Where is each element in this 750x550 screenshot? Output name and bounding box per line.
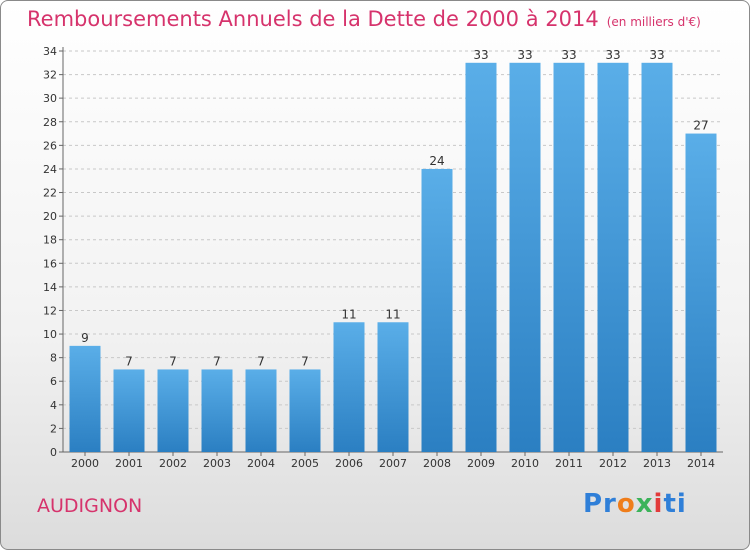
bar-value-label: 7 bbox=[213, 354, 221, 368]
y-tick-label: 4 bbox=[50, 399, 57, 412]
logo-part: o bbox=[616, 489, 636, 519]
x-tick-label: 2004 bbox=[247, 457, 275, 470]
x-tick-label: 2013 bbox=[643, 457, 671, 470]
logo-part: ti bbox=[663, 489, 687, 519]
x-tick-label: 2011 bbox=[555, 457, 583, 470]
logo-part: i bbox=[653, 489, 664, 519]
y-tick-label: 0 bbox=[50, 446, 57, 459]
y-tick-label: 18 bbox=[43, 234, 57, 247]
bar bbox=[377, 322, 409, 452]
y-tick-label: 16 bbox=[43, 257, 57, 270]
bar-value-label: 33 bbox=[605, 48, 620, 62]
bar bbox=[69, 345, 101, 452]
bar-value-label: 11 bbox=[341, 307, 356, 321]
x-tick-label: 2000 bbox=[71, 457, 99, 470]
y-tick-label: 24 bbox=[43, 163, 57, 176]
y-tick-label: 26 bbox=[43, 139, 57, 152]
commune-name: AUDIGNON bbox=[37, 495, 143, 517]
bar-value-label: 9 bbox=[81, 331, 89, 345]
y-tick-label: 6 bbox=[50, 375, 57, 388]
bar-value-label: 24 bbox=[429, 154, 444, 168]
x-tick-label: 2003 bbox=[203, 457, 231, 470]
bar bbox=[113, 369, 145, 452]
bar bbox=[597, 62, 629, 452]
bar bbox=[421, 168, 453, 453]
y-tick-label: 34 bbox=[43, 45, 57, 58]
x-tick-label: 2014 bbox=[687, 457, 715, 470]
chart-title: Remboursements Annuels de la Dette de 20… bbox=[27, 7, 701, 31]
bar-value-label: 7 bbox=[125, 354, 133, 368]
y-tick-label: 14 bbox=[43, 281, 57, 294]
bar-value-label: 33 bbox=[517, 48, 532, 62]
y-tick-label: 8 bbox=[50, 352, 57, 365]
bar-value-label: 27 bbox=[693, 119, 708, 133]
x-tick-label: 2001 bbox=[115, 457, 143, 470]
bar-value-label: 7 bbox=[169, 354, 177, 368]
logo-part: x bbox=[635, 489, 654, 519]
proxiti-logo: Proxiti bbox=[583, 489, 687, 519]
x-tick-label: 2008 bbox=[423, 457, 451, 470]
bar bbox=[641, 62, 673, 452]
y-tick-label: 32 bbox=[43, 69, 57, 82]
y-tick-label: 2 bbox=[50, 422, 57, 435]
bar bbox=[201, 369, 233, 452]
x-tick-label: 2005 bbox=[291, 457, 319, 470]
y-tick-label: 20 bbox=[43, 210, 57, 223]
unit-note: (en milliers d'€) bbox=[606, 15, 701, 29]
x-tick-label: 2007 bbox=[379, 457, 407, 470]
y-tick-label: 10 bbox=[43, 328, 57, 341]
bar bbox=[465, 62, 497, 452]
bar-value-label: 33 bbox=[561, 48, 576, 62]
x-tick-label: 2006 bbox=[335, 457, 363, 470]
bar bbox=[157, 369, 189, 452]
bar bbox=[553, 62, 585, 452]
bar bbox=[509, 62, 541, 452]
logo-part: Pr bbox=[583, 489, 617, 519]
bar-value-label: 11 bbox=[385, 307, 400, 321]
bar-value-label: 33 bbox=[473, 48, 488, 62]
x-tick-label: 2010 bbox=[511, 457, 539, 470]
y-tick-label: 22 bbox=[43, 187, 57, 200]
y-tick-label: 30 bbox=[43, 92, 57, 105]
x-tick-label: 2009 bbox=[467, 457, 495, 470]
bar-value-label: 7 bbox=[257, 354, 265, 368]
bar-value-label: 33 bbox=[649, 48, 664, 62]
bar bbox=[333, 322, 365, 452]
y-tick-label: 12 bbox=[43, 304, 57, 317]
bar bbox=[289, 369, 321, 452]
x-tick-label: 2002 bbox=[159, 457, 187, 470]
title-text: Remboursements Annuels de la Dette de 20… bbox=[27, 7, 599, 31]
bar bbox=[245, 369, 277, 452]
bar bbox=[685, 133, 717, 452]
x-tick-label: 2012 bbox=[599, 457, 627, 470]
bar-value-label: 7 bbox=[301, 354, 309, 368]
y-tick-label: 28 bbox=[43, 116, 57, 129]
